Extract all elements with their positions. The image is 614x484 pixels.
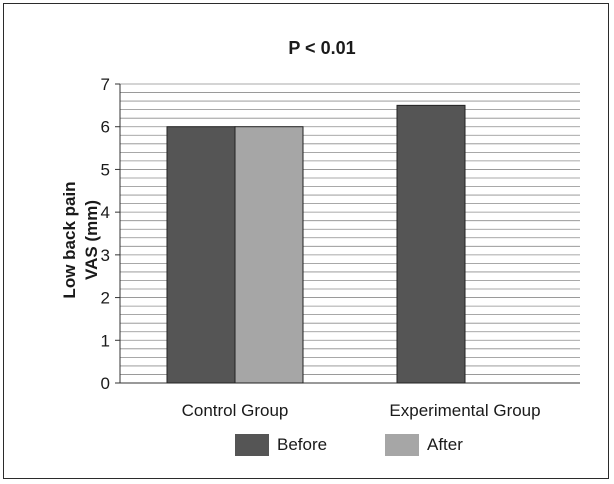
legend-swatch-before bbox=[235, 434, 269, 456]
y-tick-label: 0 bbox=[101, 374, 110, 393]
bar-before-2 bbox=[396, 104, 466, 384]
bars bbox=[166, 104, 466, 384]
chart-frame bbox=[3, 3, 609, 479]
chart-title: P < 0.01 bbox=[288, 38, 355, 58]
y-tick-label: 1 bbox=[101, 331, 110, 350]
category-labels: Control Group Experimental Group bbox=[182, 401, 541, 420]
y-tick-label: 3 bbox=[101, 246, 110, 265]
legend-swatch-after bbox=[385, 434, 419, 456]
y-tick-label: 5 bbox=[101, 160, 110, 179]
y-tick-label: 2 bbox=[101, 289, 110, 308]
y-tick-label: 6 bbox=[101, 118, 110, 137]
y-axis-label-line-1: Low back pain bbox=[60, 181, 79, 298]
y-axis-label-line-2: VAS (mm) bbox=[82, 200, 101, 280]
y-tick-labels: 0 1 2 3 4 5 6 7 bbox=[101, 75, 120, 393]
category-label: Experimental Group bbox=[389, 401, 540, 420]
category-label: Control Group bbox=[182, 401, 289, 420]
y-tick-label: 4 bbox=[101, 203, 110, 222]
bar-after-1 bbox=[234, 126, 304, 384]
legend-label-after: After bbox=[427, 435, 463, 454]
legend-label-before: Before bbox=[277, 435, 327, 454]
legend: Before After bbox=[235, 434, 463, 456]
y-tick-label: 7 bbox=[101, 75, 110, 94]
bar-before-1 bbox=[166, 126, 236, 384]
